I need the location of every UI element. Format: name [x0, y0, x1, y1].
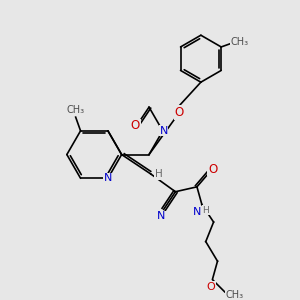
Text: H: H [155, 169, 163, 179]
Text: O: O [206, 282, 215, 292]
Text: CH₃: CH₃ [231, 37, 249, 47]
Text: N: N [104, 173, 112, 183]
Text: H: H [202, 206, 209, 215]
Text: O: O [175, 106, 184, 119]
Text: O: O [208, 163, 217, 176]
Text: CH₃: CH₃ [225, 290, 243, 300]
Text: N: N [157, 211, 165, 221]
Text: O: O [131, 119, 140, 132]
Text: N: N [160, 126, 168, 136]
Text: CH₃: CH₃ [67, 105, 85, 115]
Text: N: N [193, 207, 201, 217]
